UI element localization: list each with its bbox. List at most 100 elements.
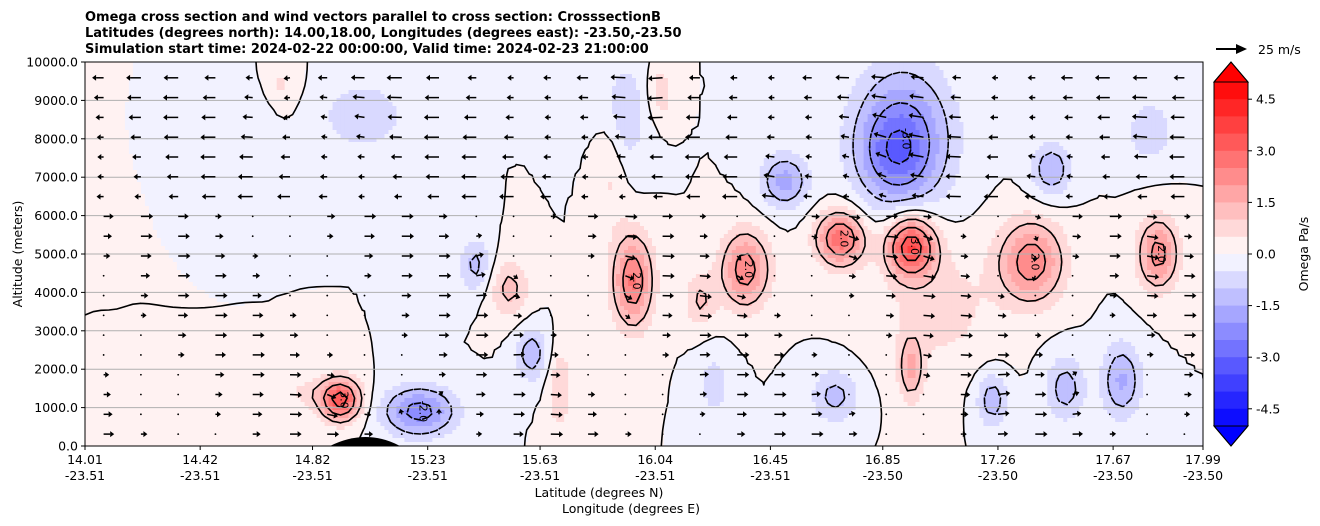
omega-cell xyxy=(851,74,857,79)
omega-cell xyxy=(320,110,326,115)
omega-cell xyxy=(883,102,889,107)
omega-cell xyxy=(296,114,302,119)
omega-cell xyxy=(500,114,505,119)
omega-cell xyxy=(640,74,645,79)
omega-cell xyxy=(340,66,346,71)
omega-cell xyxy=(979,66,984,71)
omega-cell xyxy=(504,106,509,111)
omega-cell xyxy=(152,106,158,111)
omega-cell xyxy=(440,106,445,111)
omega-cell xyxy=(807,90,813,95)
omega-cell xyxy=(536,70,541,75)
omega-cell xyxy=(971,118,976,123)
omega-cell xyxy=(1167,118,1172,123)
omega-cell xyxy=(236,114,242,119)
omega-cell xyxy=(923,114,929,119)
omega-cell xyxy=(580,70,585,75)
omega-cell xyxy=(1007,78,1012,83)
omega-cell xyxy=(224,122,230,127)
omega-cell xyxy=(548,118,553,123)
omega-cell xyxy=(1095,90,1100,95)
omega-cell xyxy=(1035,114,1040,119)
omega-cell xyxy=(272,122,278,127)
omega-cell xyxy=(731,94,737,99)
omega-cell xyxy=(835,102,841,107)
omega-cell xyxy=(100,102,106,107)
omega-cell xyxy=(340,82,346,87)
omega-cell xyxy=(172,86,178,91)
omega-cell xyxy=(360,66,366,71)
omega-cell xyxy=(1031,118,1036,123)
omega-cell xyxy=(1115,122,1120,127)
omega-cell xyxy=(96,90,102,95)
omega-cell xyxy=(364,70,370,75)
omega-cell xyxy=(1023,114,1028,119)
omega-cell xyxy=(516,126,521,131)
omega-cell xyxy=(416,74,421,79)
omega-cell xyxy=(715,82,721,87)
omega-cell xyxy=(436,110,441,115)
omega-cell xyxy=(220,118,226,123)
omega-cell xyxy=(1195,114,1200,119)
omega-cell xyxy=(959,86,965,91)
omega-cell xyxy=(663,78,669,83)
omega-cell xyxy=(624,122,629,127)
omega-cell xyxy=(432,114,437,119)
omega-cell xyxy=(528,122,533,127)
omega-cell xyxy=(564,78,569,83)
omega-cell xyxy=(624,118,629,123)
omega-cell xyxy=(783,62,789,67)
omega-cell xyxy=(564,94,569,99)
omega-cell xyxy=(1195,86,1200,91)
omega-cell xyxy=(512,82,517,87)
omega-cell xyxy=(1155,66,1160,71)
omega-cell xyxy=(120,66,126,71)
omega-cell xyxy=(272,102,278,107)
omega-cell xyxy=(879,70,885,75)
omega-cell xyxy=(276,126,282,131)
omega-cell xyxy=(120,118,126,123)
omega-cell xyxy=(396,82,402,87)
omega-cell xyxy=(1127,74,1132,79)
omega-cell xyxy=(1047,62,1052,67)
omega-cell xyxy=(995,126,1000,131)
omega-cell xyxy=(116,122,122,127)
omega-cell xyxy=(336,118,342,123)
omega-cell xyxy=(224,110,230,115)
omega-cell xyxy=(232,82,238,87)
omega-cell xyxy=(995,90,1000,95)
omega-cell xyxy=(620,66,625,71)
omega-cell xyxy=(188,130,194,135)
omega-cell xyxy=(632,82,637,87)
omega-cell xyxy=(1091,90,1096,95)
omega-cell xyxy=(1199,94,1203,99)
omega-cell xyxy=(376,70,382,75)
omega-cell xyxy=(919,130,925,135)
omega-cell xyxy=(440,118,445,123)
omega-cell xyxy=(448,118,453,123)
omega-cell xyxy=(256,110,262,115)
omega-cell xyxy=(1079,82,1084,87)
omega-cell xyxy=(807,102,813,107)
omega-cell xyxy=(855,74,861,79)
omega-cell xyxy=(104,94,110,99)
omega-cell xyxy=(695,114,701,119)
omega-cell xyxy=(616,90,621,95)
omega-cell xyxy=(212,62,218,67)
omega-cell xyxy=(160,126,166,131)
omega-cell xyxy=(368,94,374,99)
omega-cell xyxy=(232,78,238,83)
omega-cell xyxy=(823,122,829,127)
omega-cell xyxy=(987,62,992,67)
omega-cell xyxy=(1115,94,1120,99)
omega-cell xyxy=(584,110,589,115)
omega-cell xyxy=(683,122,689,127)
omega-cell xyxy=(771,110,777,115)
omega-cell xyxy=(711,62,717,67)
omega-cell xyxy=(771,62,777,67)
omega-cell xyxy=(484,118,489,123)
omega-cell xyxy=(823,70,829,75)
omega-cell xyxy=(1067,106,1072,111)
omega-cell xyxy=(763,82,769,87)
omega-cell xyxy=(276,74,282,79)
